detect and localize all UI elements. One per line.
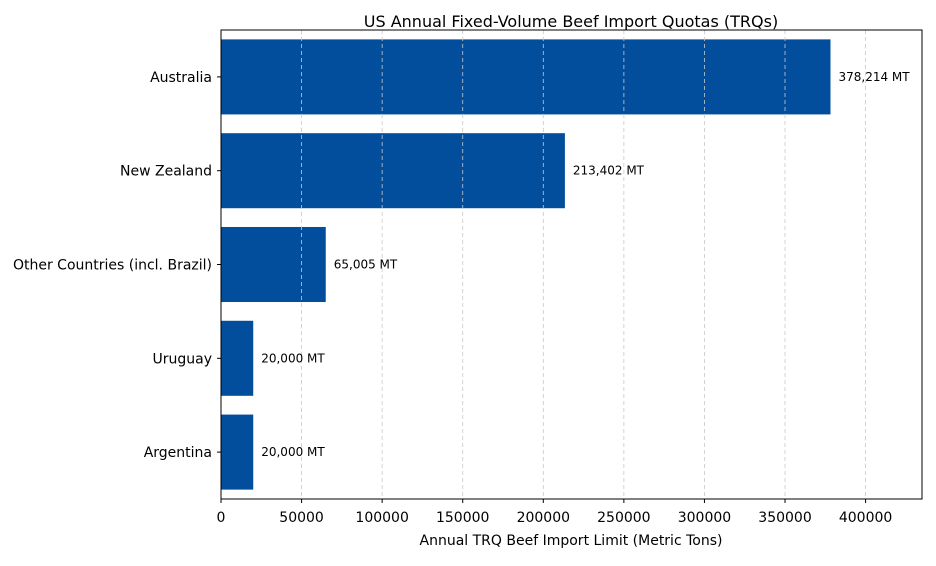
x-tick-label: 150000 — [436, 510, 489, 526]
x-tick-label: 300000 — [678, 510, 731, 526]
x-tick-label: 50000 — [279, 510, 324, 526]
data-label: 378,214 MT — [838, 70, 910, 84]
data-label: 65,005 MT — [334, 258, 398, 272]
x-tick-label: 400000 — [839, 510, 892, 526]
plot-frame — [220, 29, 923, 500]
y-tick-label: Argentina — [144, 445, 212, 461]
bar — [221, 414, 254, 490]
data-label: 20,000 MT — [261, 351, 325, 365]
data-label: 213,402 MT — [573, 164, 645, 178]
chart-title: US Annual Fixed-Volume Beef Import Quota… — [364, 12, 778, 31]
bar — [221, 320, 254, 396]
y-tick-label: Uruguay — [153, 351, 213, 367]
y-tick-label: Australia — [150, 70, 212, 86]
x-tick-label: 100000 — [355, 510, 408, 526]
bar — [221, 226, 326, 303]
bar — [221, 133, 565, 209]
x-tick-label: 0 — [217, 510, 226, 526]
x-tick-label: 200000 — [517, 510, 570, 526]
x-tick-label: 250000 — [597, 510, 650, 526]
x-tick-label: 350000 — [758, 510, 811, 526]
y-tick-label: New Zealand — [120, 164, 212, 180]
x-axis-label: Annual TRQ Beef Import Limit (Metric Ton… — [420, 533, 723, 549]
y-tick-label: Other Countries (incl. Brazil) — [13, 258, 212, 274]
bar — [221, 39, 831, 115]
data-label: 20,000 MT — [261, 445, 325, 459]
